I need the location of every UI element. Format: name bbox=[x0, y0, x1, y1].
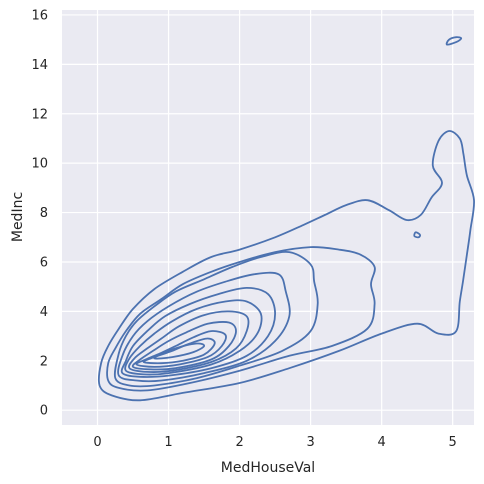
contour-lines bbox=[98, 36, 475, 402]
x-axis-label: MedHouseVal bbox=[221, 460, 315, 476]
contour-level-13 bbox=[413, 231, 422, 239]
contour-level-5 bbox=[120, 287, 276, 378]
x-tick-label: 0 bbox=[93, 435, 101, 450]
y-tick-label: 14 bbox=[31, 58, 48, 73]
contour-level-4 bbox=[117, 271, 291, 383]
y-axis-label: MedInc bbox=[10, 192, 26, 242]
y-tick-label: 10 bbox=[31, 157, 48, 172]
y-tick-label: 4 bbox=[40, 305, 48, 320]
y-tick-label: 16 bbox=[31, 8, 48, 23]
contour-level-10 bbox=[142, 337, 216, 365]
y-tick-label: 12 bbox=[31, 107, 48, 122]
y-tick-label: 6 bbox=[40, 255, 48, 270]
contour-level-6 bbox=[124, 299, 263, 376]
y-tick-labels: 0 2 4 6 8 10 12 14 16 bbox=[31, 8, 48, 418]
contour-level-1 bbox=[98, 130, 475, 402]
x-tick-labels: 0 1 2 3 4 5 bbox=[93, 435, 456, 450]
contour-level-2 bbox=[106, 246, 376, 392]
contour-level-7 bbox=[128, 310, 250, 374]
contour-level-12 bbox=[445, 36, 463, 46]
contour-level-9 bbox=[135, 330, 227, 368]
x-tick-label: 3 bbox=[306, 435, 314, 450]
x-tick-label: 2 bbox=[235, 435, 243, 450]
y-tick-label: 8 bbox=[40, 206, 48, 221]
x-tick-label: 1 bbox=[164, 435, 172, 450]
y-tick-label: 0 bbox=[40, 404, 48, 419]
contour-level-3 bbox=[113, 250, 319, 388]
y-tick-label: 2 bbox=[40, 354, 48, 369]
x-tick-label: 4 bbox=[378, 435, 386, 450]
contour-level-8 bbox=[131, 321, 237, 371]
contour-level-11 bbox=[153, 342, 206, 360]
x-tick-label: 5 bbox=[449, 435, 457, 450]
